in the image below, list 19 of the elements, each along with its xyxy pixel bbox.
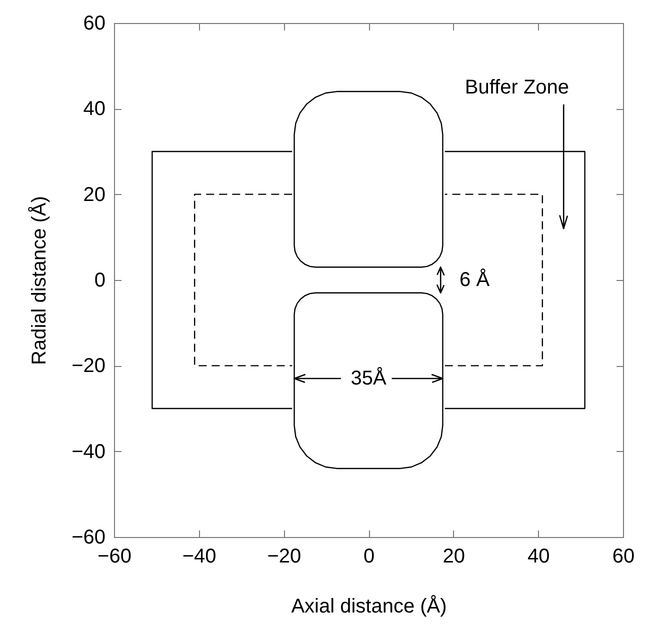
annotation: 35Å	[350, 366, 387, 390]
x-tick-label: 0	[363, 546, 375, 568]
x-axis-title: Axial distance (Å)	[291, 594, 447, 618]
y-tick-label: 60	[83, 12, 106, 34]
y-tick-label: −60	[72, 526, 106, 548]
y-tick-label: 0	[94, 270, 106, 292]
x-tick-label: 20	[442, 546, 465, 568]
x-tick-label: −40	[182, 546, 216, 568]
y-tick-label: −20	[72, 355, 106, 378]
x-tick-label: 60	[612, 546, 635, 568]
annotation: 6 Å	[460, 268, 490, 291]
y-tick-label: −40	[72, 440, 106, 463]
annotation: Buffer Zone	[464, 76, 570, 98]
y-tick-label: 20	[83, 184, 106, 206]
x-tick-label: −20	[267, 546, 302, 568]
x-tick-label: −60	[98, 546, 132, 568]
y-axis-title: Radial distance (Å)	[28, 196, 51, 365]
y-tick-label: 40	[83, 98, 106, 120]
x-tick-label: 40	[528, 546, 550, 568]
